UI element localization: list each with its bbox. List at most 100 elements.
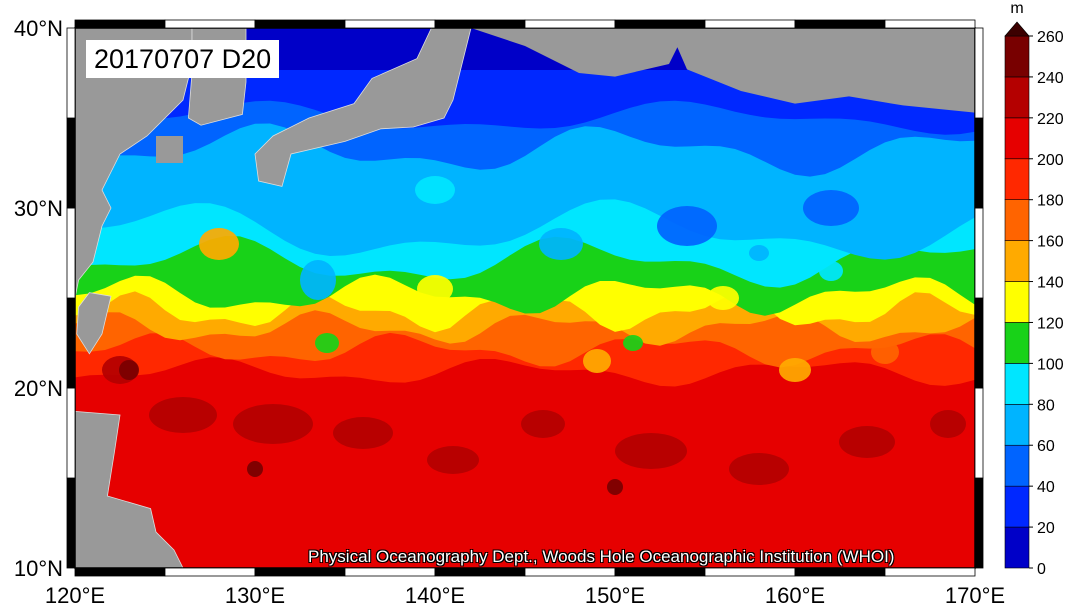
colorbar-tick-label: 80 (1037, 397, 1055, 414)
frame-seg-left (66, 297, 76, 389)
colorbar-unit-label: m (1010, 0, 1023, 17)
d20-eddy-21 (871, 340, 899, 364)
d20-eddy-4 (427, 446, 479, 474)
colorbar-segment (1004, 444, 1030, 487)
frame-seg-right (974, 387, 984, 479)
d20-eddy-15 (300, 260, 336, 300)
frame-seg-top (74, 19, 166, 29)
d20-eddy-25 (539, 228, 583, 260)
frame-seg-bottom (884, 567, 976, 577)
frame-seg-right (974, 27, 984, 119)
frame-seg-bottom (254, 567, 346, 577)
d20-eddy-16 (199, 228, 239, 260)
frame-seg-bottom (434, 567, 526, 577)
d20-eddy-23 (707, 286, 739, 310)
colorbar-tick-label: 60 (1037, 438, 1055, 455)
colorbar: m 0 20 40 60 80 100 120 140 160 180 200 220 240 260 (1004, 0, 1064, 578)
colorbar-tick-label: 120 (1037, 315, 1064, 332)
colorbar-segment (1004, 322, 1030, 364)
d20-eddy-3 (333, 417, 393, 449)
frame-seg-top (614, 19, 706, 29)
colorbar-tick-label: 40 (1037, 479, 1055, 496)
frame-seg-bottom (74, 567, 166, 577)
d20-eddy-5 (521, 410, 565, 438)
d20-eddy-19 (583, 349, 611, 373)
colorbar-top-arrow (1004, 21, 1030, 37)
frame-seg-bottom (704, 567, 796, 577)
d20-eddy-14 (315, 333, 339, 353)
north-mask-gray (669, 28, 975, 113)
colorbar-segment (1004, 526, 1030, 569)
d20-eddy-2 (233, 404, 313, 444)
frame-seg-top (884, 19, 976, 29)
colorbar-tick-label: 140 (1037, 275, 1064, 292)
frame-seg-top (254, 19, 346, 29)
d20-eddy-features (102, 176, 966, 495)
frame-seg-top (344, 19, 436, 29)
d20-eddy-27 (803, 190, 859, 226)
colorbar-tick-label: 20 (1037, 520, 1055, 537)
frame-seg-top (524, 19, 616, 29)
d20-eddy-10 (247, 461, 263, 477)
map-panel: 120°E 130°E 140°E 150°E 160°E 170°E 10°N 20°N 30… (14, 16, 1005, 606)
frame-seg-left (66, 477, 76, 569)
d20-eddy-17 (351, 288, 375, 308)
frame-seg-bottom (344, 567, 436, 577)
frame-seg-left (66, 117, 76, 209)
lon-tick-label: 120°E (45, 583, 105, 606)
frame-seg-right (974, 117, 984, 209)
colorbar-segment (1004, 485, 1030, 528)
map-title: 20170707 D20 (86, 40, 280, 78)
d20-eddy-11 (119, 360, 139, 380)
colorbar-segment (1004, 240, 1030, 282)
d20-eddy-24 (819, 261, 843, 281)
d20-eddy-6 (615, 433, 687, 469)
colorbar-tick-label: 240 (1037, 70, 1064, 87)
frame-seg-right (974, 207, 984, 299)
japan-honshu (246, 27, 472, 187)
lon-tick-label: 160°E (765, 583, 825, 606)
colorbar-segment (1004, 76, 1030, 119)
d20-eddy-26 (657, 206, 717, 246)
frame-seg-right (974, 477, 984, 569)
colorbar-segment (1004, 117, 1030, 160)
colorbar-segment (1004, 199, 1030, 241)
lat-tick-label: 30°N (14, 196, 63, 221)
d20-eddy-29 (749, 245, 769, 261)
frame-seg-top (434, 19, 526, 29)
colorbar-tick-label: 220 (1037, 111, 1064, 128)
frame-seg-bottom (614, 567, 706, 577)
d20-eddy-12 (607, 479, 623, 495)
lon-tick-label: 140°E (405, 583, 465, 606)
colorbar-segment (1004, 281, 1030, 323)
north-land-gray (471, 28, 687, 77)
lon-tick-label: 150°E (585, 583, 645, 606)
d20-eddy-7 (729, 453, 789, 485)
frame-seg-top (704, 19, 796, 29)
d20-eddy-18 (623, 335, 643, 351)
d20-eddy-20 (779, 358, 811, 382)
colorbar-segment (1004, 363, 1030, 405)
colorbar-tick-label: 100 (1037, 356, 1064, 373)
frame-seg-left (66, 27, 76, 119)
taiwan-island (76, 292, 112, 355)
colorbar-segment (1004, 158, 1030, 200)
lat-tick-label: 20°N (14, 376, 63, 401)
axis-tick-labels: 120°E 130°E 140°E 150°E 160°E 170°E 10°N 20°N 30… (14, 16, 1005, 606)
colorbar-segment (1004, 404, 1030, 446)
colorbar-tick-label: 160 (1037, 234, 1064, 251)
colorbar-tick-label: 260 (1037, 29, 1064, 46)
frame-seg-top (794, 19, 886, 29)
lon-tick-label: 130°E (225, 583, 285, 606)
frame-seg-left (66, 387, 76, 479)
colorbar-tick-label: 200 (1037, 152, 1064, 169)
d20-eddy-28 (415, 176, 455, 204)
d20-eddy-22 (417, 275, 453, 303)
colorbar-tick-label: 0 (1037, 561, 1046, 578)
lat-tick-label: 10°N (14, 556, 63, 581)
frame-seg-left (66, 207, 76, 299)
map-frame (66, 19, 984, 577)
colorbar-tick-label: 180 (1037, 193, 1064, 210)
frame-seg-top (164, 19, 256, 29)
